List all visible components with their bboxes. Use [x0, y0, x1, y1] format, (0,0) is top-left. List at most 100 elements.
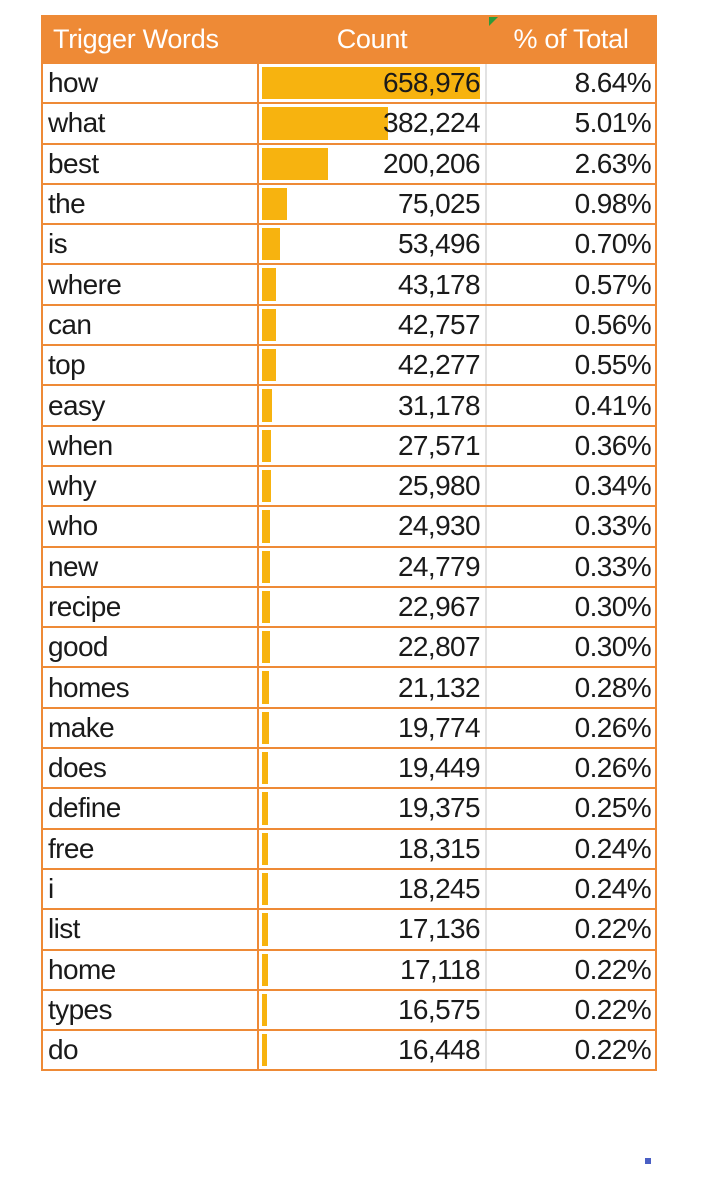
row-count-value: 42,757: [397, 308, 481, 340]
table-row: new 24,779 0.33%: [41, 545, 657, 588]
row-percent-of-total: 0.26%: [485, 706, 657, 750]
row-count-value: 18,315: [397, 832, 481, 864]
table-row: make 19,774 0.26%: [41, 706, 657, 750]
row-count-cell: 18,245: [257, 867, 487, 911]
row-count-value: 17,136: [397, 913, 481, 945]
count-data-bar: [262, 872, 268, 906]
row-percent-of-total: 0.24%: [485, 827, 657, 870]
count-data-bar: [262, 550, 270, 583]
row-count-value: 19,449: [397, 752, 481, 784]
count-data-bar: [262, 671, 269, 704]
count-data-bar: [262, 349, 276, 382]
table-row: easy 31,178 0.41%: [41, 384, 657, 427]
row-percent-of-total: 0.34%: [485, 464, 657, 508]
row-count-cell: 21,132: [257, 666, 487, 709]
row-count-cell: 31,178: [257, 384, 487, 427]
row-percent-of-total: 0.33%: [485, 505, 657, 548]
row-trigger-word: homes: [41, 666, 259, 709]
row-count-cell: 200,206: [257, 142, 487, 185]
row-count-cell: 17,118: [257, 948, 487, 991]
table-row: can 42,757 0.56%: [41, 303, 657, 347]
row-trigger-word: where: [41, 263, 259, 306]
row-count-value: 24,930: [397, 510, 481, 542]
row-count-value: 24,779: [397, 550, 481, 582]
row-count-value: 19,375: [397, 792, 481, 824]
row-count-value: 18,245: [397, 873, 481, 905]
row-trigger-word: when: [41, 424, 259, 467]
row-count-cell: 22,807: [257, 626, 487, 669]
row-percent-of-total: 0.30%: [485, 626, 657, 669]
table-row: when 27,571 0.36%: [41, 424, 657, 467]
table-row: recipe 22,967 0.30%: [41, 585, 657, 629]
row-trigger-word: can: [41, 303, 259, 347]
count-data-bar: [262, 429, 271, 462]
row-count-value: 21,132: [397, 671, 481, 703]
row-count-value: 27,571: [397, 429, 481, 461]
count-data-bar: [262, 590, 270, 624]
row-trigger-word: make: [41, 706, 259, 750]
row-percent-of-total: 0.28%: [485, 666, 657, 709]
count-data-bar: [262, 832, 268, 865]
count-data-bar: [262, 711, 269, 745]
row-percent-of-total: 0.26%: [485, 747, 657, 790]
row-percent-of-total: 0.98%: [485, 182, 657, 226]
row-trigger-word: top: [41, 344, 259, 387]
count-data-bar: [262, 752, 268, 785]
count-data-bar: [262, 510, 270, 543]
table-row: why 25,980 0.34%: [41, 464, 657, 508]
row-percent-of-total: 5.01%: [485, 102, 657, 145]
table-body: how 658,976 8.64% what 382,224 5.01% best 200,2…: [41, 61, 657, 1072]
row-count-value: 43,178: [397, 268, 481, 300]
row-count-cell: 19,375: [257, 787, 487, 830]
row-count-value: 658,976: [382, 67, 481, 99]
row-count-value: 75,025: [397, 188, 481, 220]
row-count-value: 42,277: [397, 349, 481, 381]
row-count-value: 382,224: [382, 107, 481, 139]
table-row: i 18,245 0.24%: [41, 867, 657, 911]
row-trigger-word: types: [41, 988, 259, 1032]
count-data-bar: [262, 107, 388, 140]
cell-comment-flag-icon: [489, 17, 498, 26]
row-percent-of-total: 0.36%: [485, 424, 657, 467]
table-row: types 16,575 0.22%: [41, 988, 657, 1032]
row-count-value: 22,967: [397, 591, 481, 622]
header-count: Count: [257, 15, 487, 64]
row-trigger-word: define: [41, 787, 259, 830]
row-percent-of-total: 8.64%: [485, 61, 657, 105]
row-count-cell: 53,496: [257, 223, 487, 266]
row-trigger-word: list: [41, 908, 259, 951]
row-count-cell: 19,774: [257, 706, 487, 750]
table-row: good 22,807 0.30%: [41, 626, 657, 669]
row-trigger-word: good: [41, 626, 259, 669]
row-percent-of-total: 0.55%: [485, 344, 657, 387]
row-count-cell: 24,779: [257, 545, 487, 588]
count-data-bar: [262, 187, 287, 221]
row-count-cell: 22,967: [257, 585, 487, 629]
row-percent-of-total: 0.70%: [485, 223, 657, 266]
row-percent-of-total: 0.56%: [485, 303, 657, 347]
row-percent-of-total: 2.63%: [485, 142, 657, 185]
row-trigger-word: the: [41, 182, 259, 226]
row-trigger-word: why: [41, 464, 259, 508]
row-count-value: 25,980: [397, 470, 481, 502]
row-count-cell: 24,930: [257, 505, 487, 548]
fill-handle-icon: [645, 1158, 651, 1164]
row-count-value: 19,774: [397, 711, 481, 743]
row-trigger-word: do: [41, 1029, 259, 1072]
count-data-bar: [262, 631, 270, 664]
table-header-row: Trigger Words Count % of Total: [41, 15, 657, 64]
count-data-bar: [262, 147, 328, 180]
row-trigger-word: who: [41, 505, 259, 548]
row-trigger-word: does: [41, 747, 259, 790]
row-percent-of-total: 0.30%: [485, 585, 657, 629]
row-count-cell: 27,571: [257, 424, 487, 467]
row-count-cell: 43,178: [257, 263, 487, 306]
row-trigger-word: home: [41, 948, 259, 991]
row-trigger-word: new: [41, 545, 259, 588]
row-percent-of-total: 0.33%: [485, 545, 657, 588]
row-count-value: 22,807: [397, 631, 481, 663]
row-count-value: 31,178: [397, 389, 481, 421]
row-trigger-word: what: [41, 102, 259, 145]
row-count-cell: 16,448: [257, 1029, 487, 1072]
count-data-bar: [262, 389, 272, 422]
